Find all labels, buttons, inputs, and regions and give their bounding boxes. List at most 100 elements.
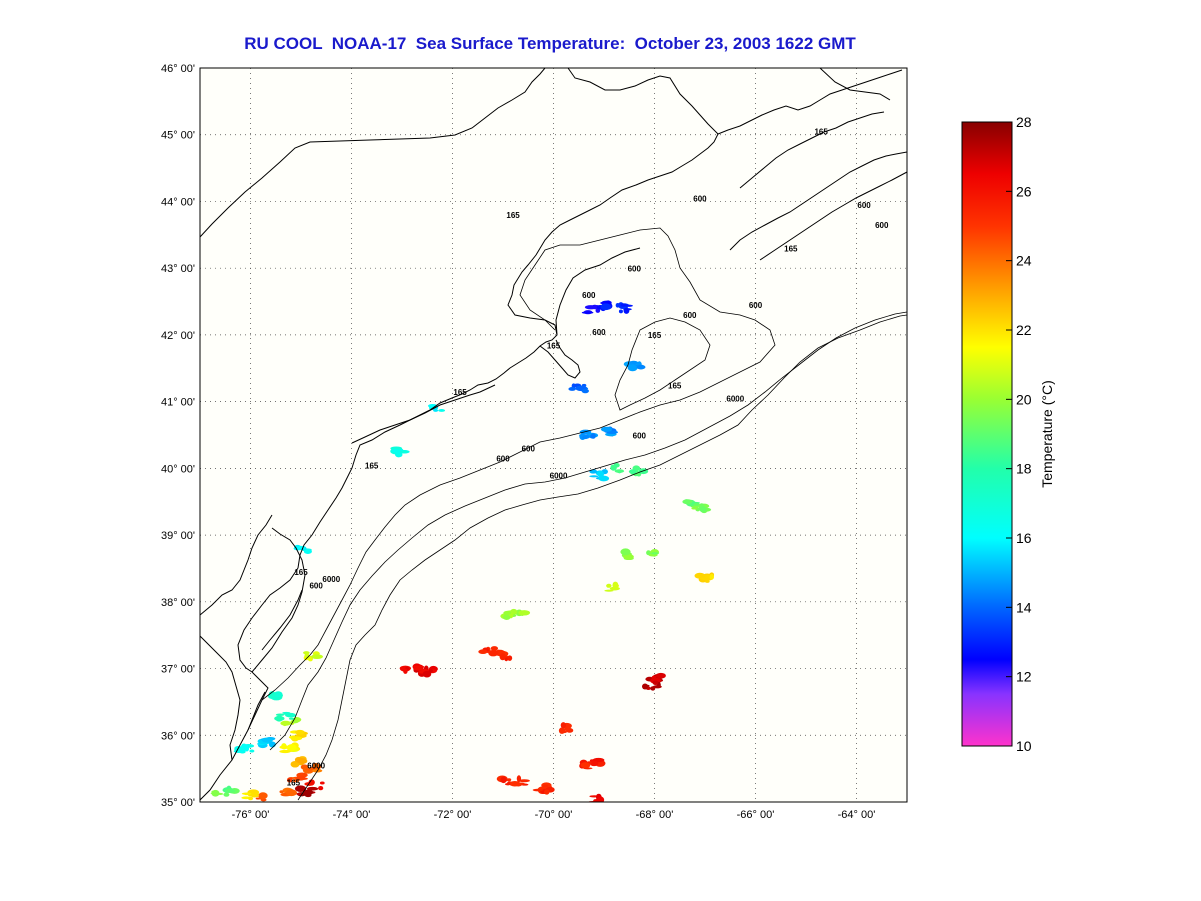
- colorbar-tick-labels: 28 26 24 22 20 18 16 14 12 10: [1006, 114, 1032, 754]
- sst-patch: [279, 742, 301, 754]
- isobath-label: 600: [633, 431, 647, 440]
- sst-patch: [288, 729, 308, 742]
- lon-tick-label: -68° 00': [636, 809, 674, 821]
- colorbar-tick-label: 12: [1016, 669, 1032, 685]
- coastline-delaware: [251, 527, 306, 673]
- lat-tick-label: 46° 00': [161, 63, 195, 75]
- lon-tick-label: -74° 00': [333, 809, 371, 821]
- coastline-nova-scotia: [729, 151, 907, 261]
- plot-area: [200, 68, 907, 802]
- isobath-6000: [297, 314, 907, 801]
- lat-tick-label: 40° 00': [161, 463, 195, 475]
- isobath-label: 600: [749, 301, 763, 310]
- isobath-600: [269, 311, 907, 751]
- coastline-long-island: [351, 384, 496, 444]
- border-quebec: [819, 68, 891, 101]
- sst-patch: [600, 426, 619, 437]
- colorbar-tick-label: 26: [1016, 183, 1032, 199]
- sst-patch: [290, 756, 308, 768]
- isobath-label: 6000: [726, 395, 744, 404]
- isobath-label: 600: [496, 455, 510, 464]
- lat-tick-label: 45° 00': [161, 130, 195, 142]
- lat-tick-label: 37° 00': [161, 664, 195, 676]
- sst-patch: [267, 691, 283, 701]
- sst-patch: [682, 499, 701, 507]
- sst-patch: [241, 789, 260, 801]
- isobath-label: 165: [547, 341, 561, 350]
- sst-patch: [294, 785, 319, 798]
- isobath-label: 165: [814, 128, 828, 137]
- sst-patch: [222, 785, 240, 794]
- sst-patch: [558, 722, 574, 734]
- isobath-label: 600: [683, 311, 697, 320]
- sst-patch: [588, 793, 605, 802]
- sst-patch: [604, 581, 620, 592]
- colorbar-tick-label: 24: [1016, 253, 1032, 269]
- isobath-label: 600: [875, 221, 889, 230]
- lat-tick-label: 35° 00': [161, 797, 195, 809]
- lat-tick-label: 38° 00': [161, 597, 195, 609]
- isobath-label: 6000: [322, 575, 340, 584]
- sst-patch: [303, 651, 323, 662]
- coastline-chesapeake: [200, 514, 303, 761]
- sst-patch: [646, 549, 660, 557]
- isobath-label: 165: [453, 388, 467, 397]
- isobath-label: 600: [628, 265, 642, 274]
- sst-patch: [694, 572, 715, 583]
- isobath-label: 165: [784, 245, 798, 254]
- isobath-label: 165: [668, 381, 682, 390]
- sst-patch: [300, 763, 323, 774]
- colorbar: [961, 121, 1013, 747]
- isobath-label: 600: [693, 194, 707, 203]
- sst-patch: [623, 360, 646, 372]
- sst-patch: [417, 665, 438, 678]
- isobath-label: 600: [592, 328, 606, 337]
- sst-patch: [399, 663, 425, 674]
- isobath-label: 600: [309, 581, 323, 590]
- sst-patch: [478, 646, 499, 657]
- lon-tick-label: -64° 00': [838, 809, 876, 821]
- lat-tick-label: 41° 00': [161, 397, 195, 409]
- coastline-cape-cod: [539, 339, 581, 379]
- coastline-gulf-maine: [555, 247, 641, 336]
- sst-patch: [589, 757, 606, 767]
- colorbar-tick-label: 22: [1016, 322, 1032, 338]
- isobath-layer: [261, 227, 907, 801]
- sst-patch: [579, 759, 593, 770]
- border-canada-us: [200, 68, 719, 238]
- lon-tick-label: -72° 00': [434, 809, 472, 821]
- sst-patch: [257, 737, 276, 749]
- isobath-label: 165: [506, 211, 520, 220]
- colorbar-tick-label: 20: [1016, 391, 1032, 407]
- isobath-label: 165: [287, 778, 301, 787]
- colorbar-tick-label: 18: [1016, 461, 1032, 477]
- sst-patch: [500, 610, 517, 620]
- sst-patch: [210, 789, 230, 797]
- sst-patch: [532, 782, 555, 795]
- isobath-165: [261, 227, 776, 701]
- colorbar-tick-label: 16: [1016, 530, 1032, 546]
- map-title: RU COOL NOAA-17 Sea Surface Temperature:…: [244, 34, 856, 53]
- sst-patch: [390, 446, 410, 458]
- colorbar-tick-label: 14: [1016, 599, 1032, 615]
- lat-tick-label: 43° 00': [161, 263, 195, 275]
- sst-patch: [279, 787, 298, 797]
- colorbar-tick-label: 28: [1016, 114, 1032, 130]
- sst-patch: [615, 302, 633, 314]
- sst-patch: [600, 300, 613, 312]
- coastline-layer: [200, 68, 907, 801]
- sst-patch: [578, 429, 599, 440]
- sst-patch: [610, 463, 625, 474]
- isobath-label: 600: [582, 291, 596, 300]
- lat-tick-label: 42° 00': [161, 330, 195, 342]
- isobath-labels: 1656006000165600600600060060001651656006…: [287, 128, 889, 788]
- lat-tick-label: 39° 00': [161, 530, 195, 542]
- isobath-label: 6000: [307, 762, 325, 771]
- sst-patch: [286, 772, 308, 783]
- sst-patch: [496, 775, 521, 787]
- lat-tick-label: 36° 00': [161, 730, 195, 742]
- isobath-label: 165: [648, 331, 662, 340]
- lat-tick-label: 44° 00': [161, 196, 195, 208]
- lon-tick-label: -76° 00': [232, 809, 270, 821]
- plot-frame: [199, 67, 908, 803]
